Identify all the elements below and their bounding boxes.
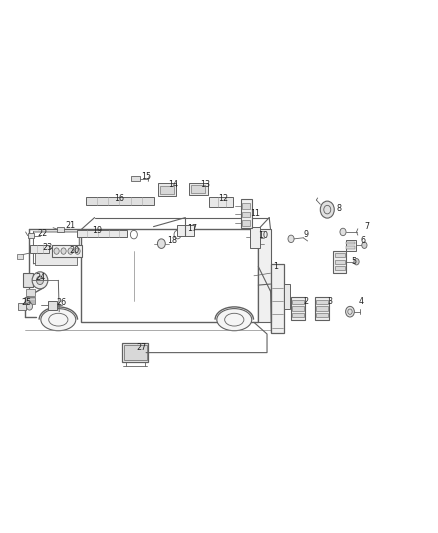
Text: 9: 9 xyxy=(304,230,309,239)
Bar xyxy=(23,273,33,287)
Bar xyxy=(57,227,64,232)
Ellipse shape xyxy=(36,276,43,285)
Text: 16: 16 xyxy=(114,194,124,203)
Text: 14: 14 xyxy=(168,180,178,189)
Text: 19: 19 xyxy=(92,226,102,235)
Ellipse shape xyxy=(75,248,80,254)
Text: 5: 5 xyxy=(352,257,357,265)
Bar xyxy=(122,343,148,362)
Bar xyxy=(346,240,356,251)
Bar xyxy=(346,246,355,249)
Bar xyxy=(160,185,174,194)
Ellipse shape xyxy=(288,235,294,243)
Ellipse shape xyxy=(157,239,165,248)
Bar xyxy=(316,313,328,317)
Ellipse shape xyxy=(346,306,354,317)
Ellipse shape xyxy=(32,272,48,289)
Text: 4: 4 xyxy=(358,296,364,305)
Bar xyxy=(177,224,194,236)
Bar xyxy=(335,266,345,270)
Bar xyxy=(17,254,22,259)
Bar xyxy=(48,301,57,310)
Bar xyxy=(124,345,147,360)
Ellipse shape xyxy=(41,309,76,330)
Text: 20: 20 xyxy=(70,246,80,255)
Ellipse shape xyxy=(61,248,66,254)
Ellipse shape xyxy=(26,303,32,310)
Bar xyxy=(316,306,328,311)
Bar xyxy=(52,245,82,257)
Text: 7: 7 xyxy=(364,222,369,231)
Text: 17: 17 xyxy=(187,224,197,233)
Bar xyxy=(346,241,355,244)
Text: 12: 12 xyxy=(218,194,229,203)
Text: 2: 2 xyxy=(304,296,309,305)
Ellipse shape xyxy=(54,248,59,254)
Text: 26: 26 xyxy=(56,298,66,307)
Bar xyxy=(86,197,153,205)
Bar xyxy=(284,284,290,309)
Ellipse shape xyxy=(320,201,334,218)
Bar xyxy=(242,220,251,225)
Bar xyxy=(26,289,35,296)
Bar xyxy=(191,185,205,192)
Bar xyxy=(242,203,251,208)
Bar xyxy=(315,297,329,320)
Bar xyxy=(131,176,141,181)
Text: 1: 1 xyxy=(273,262,278,271)
Bar xyxy=(35,248,77,265)
Bar xyxy=(81,229,258,322)
Bar xyxy=(258,229,271,322)
Bar xyxy=(18,303,26,310)
Bar xyxy=(209,197,233,207)
Ellipse shape xyxy=(217,309,252,330)
Bar xyxy=(333,251,346,273)
Text: 8: 8 xyxy=(336,204,342,213)
Ellipse shape xyxy=(362,242,367,248)
Text: 13: 13 xyxy=(200,180,210,189)
Text: 11: 11 xyxy=(250,209,260,218)
Bar xyxy=(316,300,328,304)
Bar xyxy=(292,313,304,317)
Text: 21: 21 xyxy=(66,221,76,230)
Text: 6: 6 xyxy=(360,237,366,246)
Bar xyxy=(335,253,345,257)
Ellipse shape xyxy=(68,248,73,254)
Text: 22: 22 xyxy=(37,229,47,238)
Bar xyxy=(28,233,34,238)
Bar xyxy=(189,183,208,195)
Text: 3: 3 xyxy=(328,296,333,305)
Text: 25: 25 xyxy=(21,298,31,307)
Ellipse shape xyxy=(340,228,346,236)
Bar xyxy=(292,300,304,304)
Bar xyxy=(242,212,251,217)
Bar xyxy=(158,183,176,196)
Bar xyxy=(292,306,304,311)
Bar xyxy=(251,227,260,248)
Bar xyxy=(30,245,49,253)
Text: 18: 18 xyxy=(167,237,177,246)
Bar xyxy=(272,264,284,333)
Bar xyxy=(241,199,252,228)
Ellipse shape xyxy=(354,259,359,265)
Bar xyxy=(25,297,35,304)
Text: 10: 10 xyxy=(258,231,268,240)
Text: 24: 24 xyxy=(36,273,46,281)
Text: 23: 23 xyxy=(43,244,53,253)
Bar xyxy=(335,260,345,264)
Text: 27: 27 xyxy=(136,343,146,352)
Bar xyxy=(291,297,305,320)
Bar xyxy=(77,230,127,237)
Text: 15: 15 xyxy=(141,172,151,181)
